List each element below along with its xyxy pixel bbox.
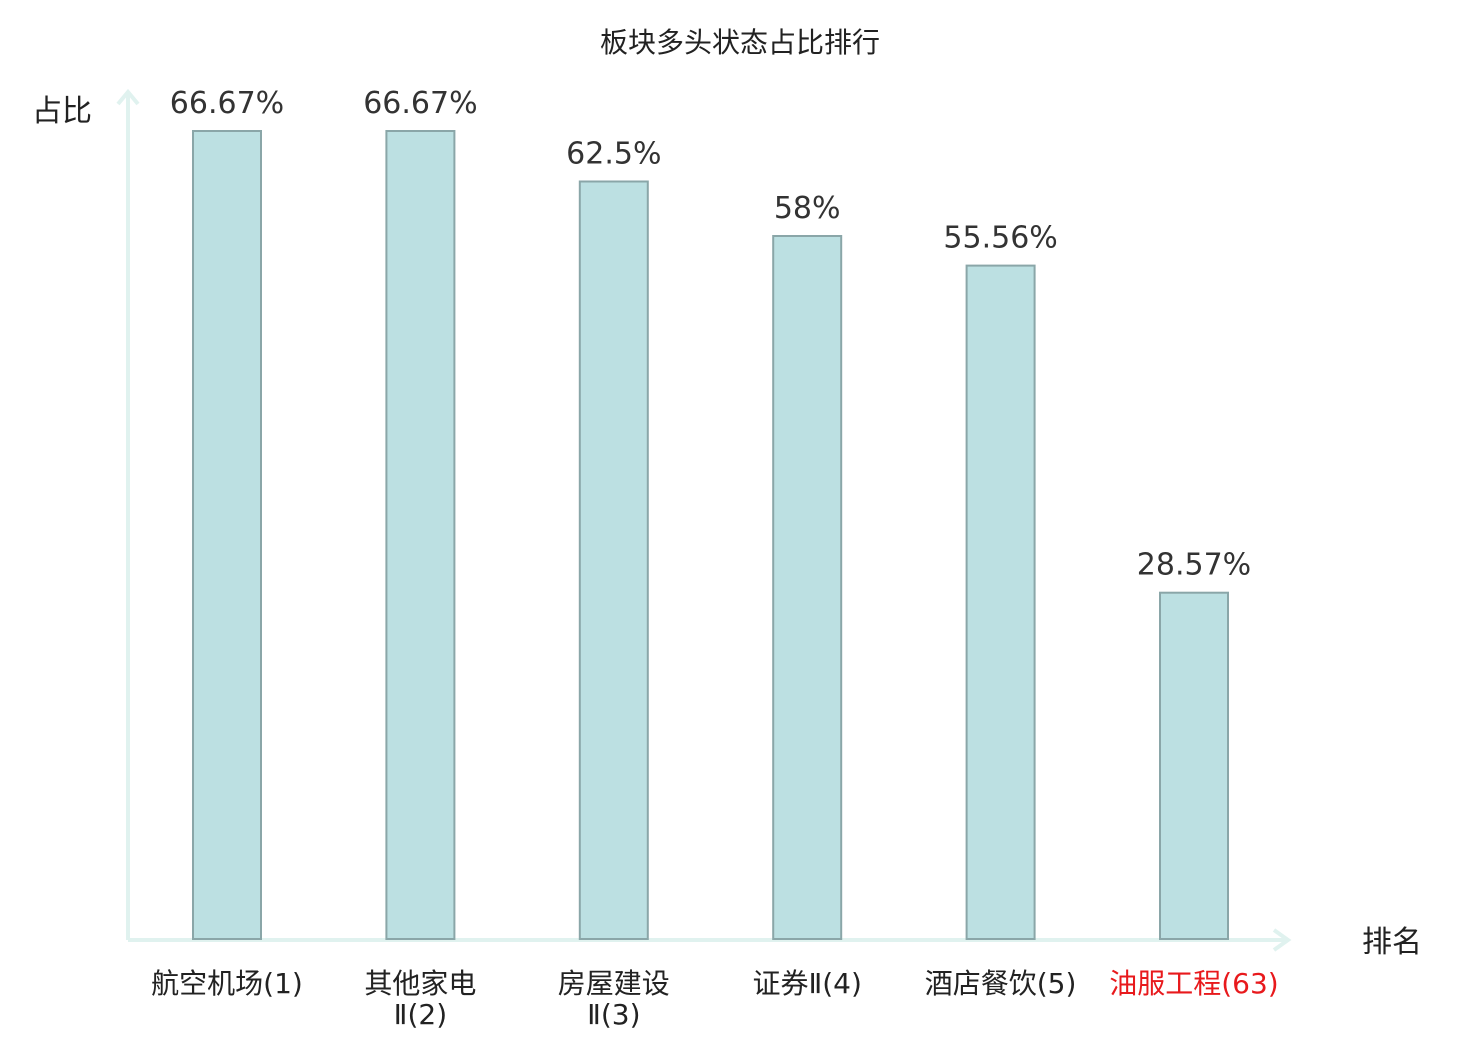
chart-title: 板块多头状态占比排行: [600, 26, 880, 59]
bar-3: [578, 180, 649, 940]
category-label-2: 其他家电 Ⅱ(2): [364, 967, 476, 1031]
y-axis-label: 占比: [32, 94, 92, 129]
category-label-1: 航空机场(1): [151, 967, 303, 1000]
category-labels-group: 航空机场(1) 其他家电 Ⅱ(2) 房屋建设 Ⅱ(3) 证券Ⅱ(4) 酒店餐饮(5) 油服工程…: [151, 967, 1279, 1031]
bar-1: [192, 130, 262, 940]
x-axis: [128, 928, 1292, 952]
bar-2: [385, 130, 456, 940]
value-label-3: 62.5%: [566, 137, 661, 172]
value-label-1: 66.67%: [170, 86, 284, 121]
y-axis: [116, 88, 140, 940]
value-label-6: 28.57%: [1137, 548, 1251, 583]
bars-group: [192, 130, 1229, 941]
bar-5: [965, 264, 1036, 941]
value-label-2: 66.67%: [363, 86, 477, 121]
category-label-6: 油服工程(63): [1109, 967, 1278, 1000]
value-label-5: 55.56%: [943, 221, 1057, 256]
category-label-5: 酒店餐饮(5): [925, 967, 1077, 1000]
category-label-4: 证券Ⅱ(4): [752, 967, 861, 1000]
value-label-4: 58%: [774, 191, 841, 226]
value-labels-group: 66.67% 66.67% 62.5% 58% 55.56% 28.57%: [170, 86, 1251, 583]
bar-4: [772, 235, 843, 940]
bar-6: [1159, 591, 1229, 940]
category-label-3: 房屋建设 Ⅱ(3): [558, 967, 670, 1031]
x-axis-label: 排名: [1362, 925, 1422, 960]
